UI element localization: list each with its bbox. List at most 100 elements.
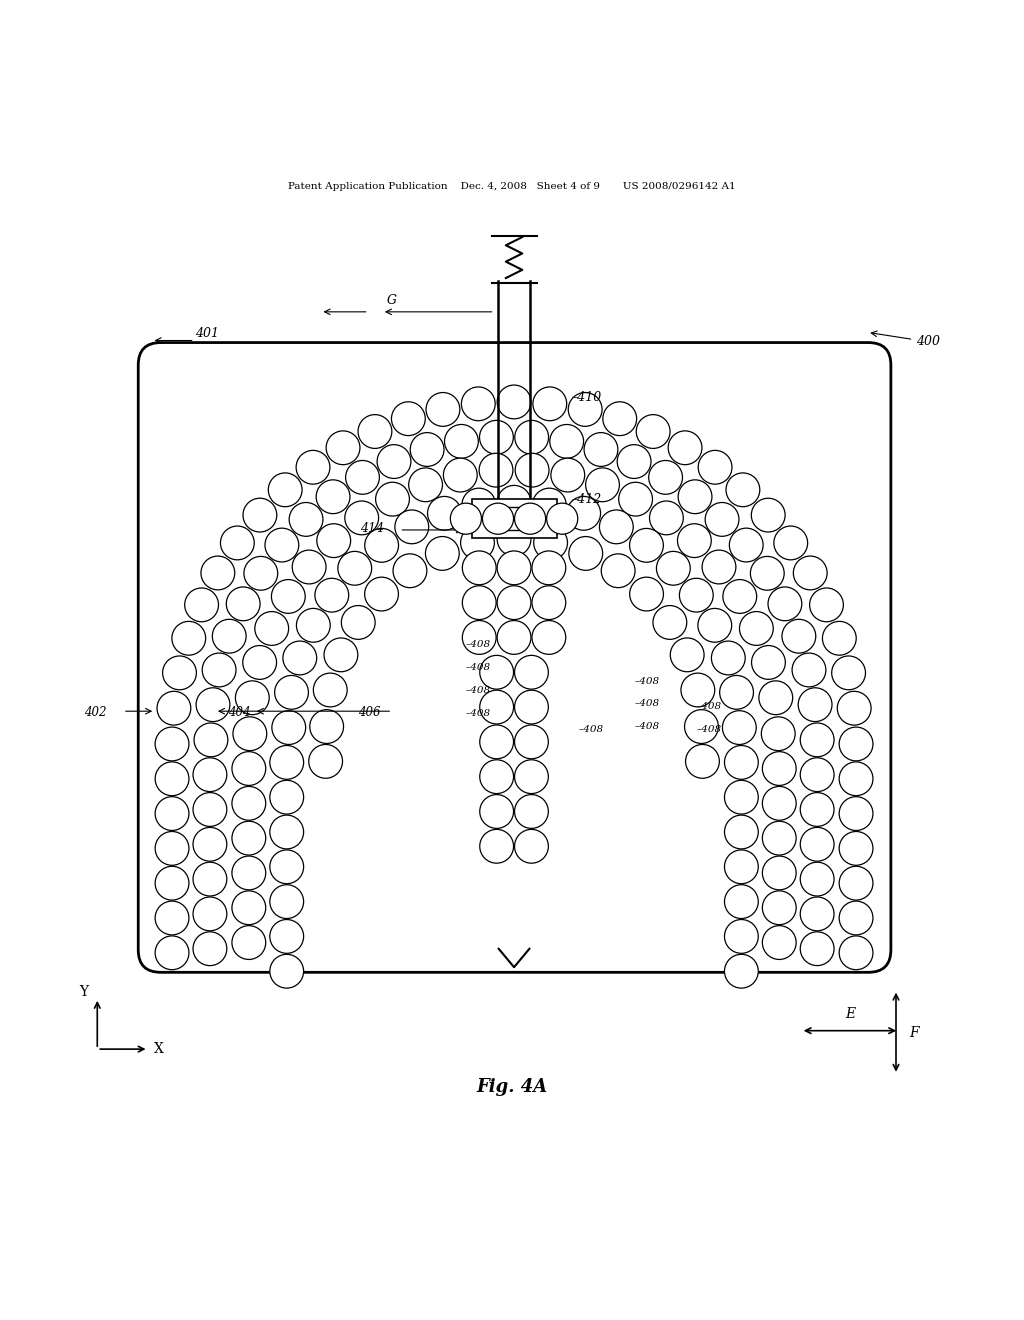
Circle shape [296,450,330,484]
Circle shape [498,523,530,556]
Circle shape [197,688,230,722]
Circle shape [678,524,712,557]
Circle shape [313,673,347,708]
Circle shape [531,586,565,619]
Circle shape [395,510,429,544]
Circle shape [201,556,234,590]
Circle shape [601,554,635,587]
Circle shape [801,792,834,826]
Circle shape [270,850,304,883]
Circle shape [274,676,308,709]
Circle shape [515,420,549,454]
Circle shape [498,620,530,655]
Circle shape [231,891,266,924]
Circle shape [268,473,302,507]
Text: G: G [387,293,397,306]
Circle shape [762,857,797,890]
Circle shape [270,746,304,779]
Circle shape [584,433,617,466]
Circle shape [762,891,797,924]
Circle shape [801,862,834,896]
Circle shape [270,816,304,849]
Circle shape [759,681,793,714]
Circle shape [265,528,299,562]
Circle shape [231,787,266,820]
Circle shape [514,725,548,759]
Circle shape [726,473,760,507]
Text: 406: 406 [358,706,381,719]
Circle shape [231,857,266,890]
Bar [503,507,525,529]
Text: –408: –408 [635,700,660,708]
Text: Fig. 4A: Fig. 4A [476,1078,548,1096]
Text: –408: –408 [466,640,492,648]
Circle shape [723,579,757,614]
Circle shape [376,482,410,516]
Circle shape [671,638,705,672]
Circle shape [156,762,188,796]
Circle shape [292,550,326,583]
Circle shape [461,525,495,560]
Circle shape [498,586,530,619]
Circle shape [617,445,651,478]
Circle shape [515,453,549,487]
Circle shape [480,829,514,863]
FancyBboxPatch shape [138,343,891,973]
Circle shape [762,787,797,820]
Text: –408: –408 [696,725,722,734]
Text: –410: –410 [571,391,602,404]
Circle shape [365,577,398,611]
Circle shape [514,503,546,535]
Circle shape [289,503,323,536]
Text: 402: 402 [84,706,106,719]
Circle shape [172,622,206,655]
Circle shape [236,681,269,714]
Circle shape [801,898,834,931]
Circle shape [391,401,425,436]
Circle shape [163,656,197,690]
Circle shape [725,920,758,953]
Circle shape [365,528,398,562]
Circle shape [316,524,350,557]
Circle shape [480,725,514,759]
Circle shape [840,762,872,796]
Circle shape [720,676,754,709]
Circle shape [428,496,462,531]
Circle shape [618,482,652,516]
Circle shape [840,902,872,935]
Circle shape [338,552,372,585]
Circle shape [296,609,330,643]
Circle shape [193,932,226,966]
Text: 404: 404 [228,706,251,719]
Circle shape [630,577,664,611]
Circle shape [444,425,478,458]
Circle shape [729,528,763,562]
Circle shape [451,503,481,535]
Circle shape [569,536,603,570]
Circle shape [155,727,188,760]
Text: E: E [845,1007,855,1022]
Circle shape [831,656,865,690]
Circle shape [723,710,756,744]
Circle shape [193,862,226,896]
Circle shape [232,717,266,751]
Circle shape [532,488,566,521]
Circle shape [768,587,802,620]
Circle shape [480,690,514,723]
Circle shape [482,503,514,535]
Circle shape [630,528,664,562]
Circle shape [679,578,713,612]
Circle shape [156,936,188,970]
Circle shape [752,498,785,532]
Circle shape [226,587,260,620]
Circle shape [669,430,702,465]
Circle shape [725,746,758,779]
Circle shape [838,692,871,725]
Circle shape [463,550,497,585]
Circle shape [774,527,808,560]
Circle shape [309,710,344,743]
Circle shape [762,925,797,960]
Circle shape [231,751,266,785]
Text: 414: 414 [360,521,384,535]
Circle shape [270,780,304,814]
